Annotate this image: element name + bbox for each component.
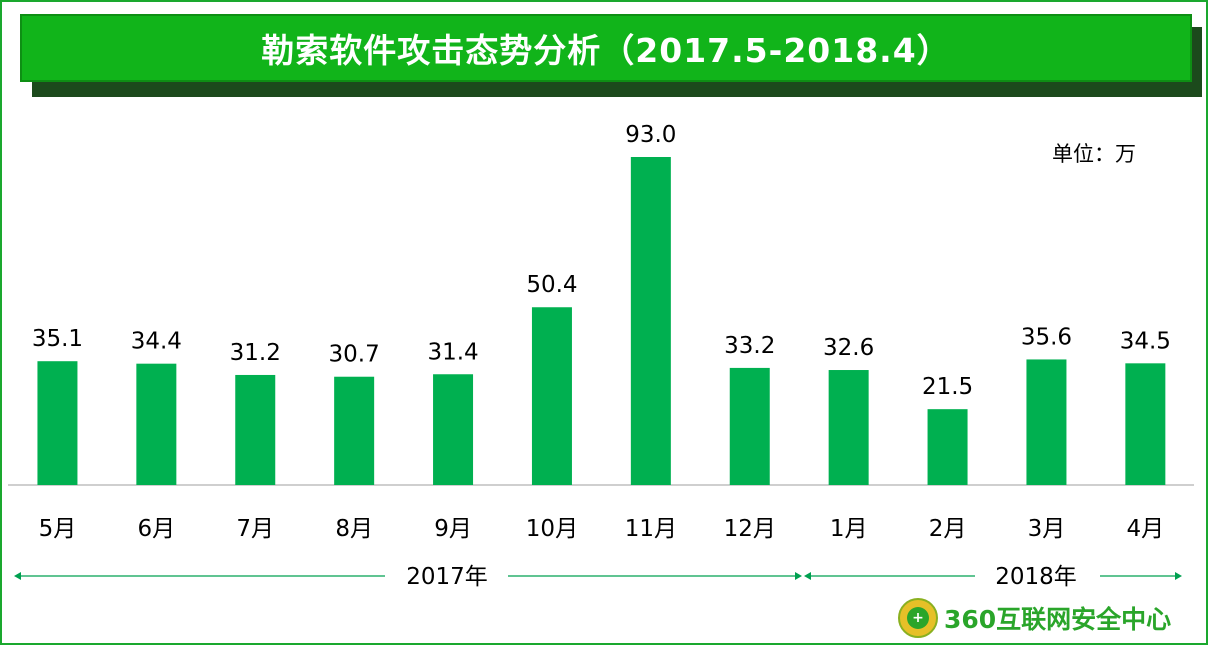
x-tick-label-1: 5月	[39, 516, 77, 542]
year-2017-arrowhead-left-icon	[14, 572, 21, 580]
data-label-1: 35.1	[32, 326, 83, 352]
data-label-7: 93.0	[625, 122, 676, 148]
year-2018-arrowhead-left-icon	[804, 572, 811, 580]
logo-emblem-icon: +	[898, 598, 938, 638]
x-tick-label-5: 9月	[434, 516, 472, 542]
bar-5	[433, 374, 474, 485]
x-tick-label-12: 4月	[1127, 516, 1165, 542]
x-tick-label-4: 8月	[335, 516, 373, 542]
x-tick-label-11: 3月	[1028, 516, 1066, 542]
data-label-3: 31.2	[230, 340, 281, 366]
x-tick-label-2: 6月	[138, 516, 176, 542]
bar-11	[1026, 359, 1067, 485]
year-label-2018: 2018年	[995, 564, 1077, 590]
bar-10	[927, 409, 968, 485]
x-tick-label-3: 7月	[236, 516, 274, 542]
x-tick-label-6: 10月	[526, 516, 578, 542]
bar-4	[334, 376, 375, 485]
bar-9	[828, 370, 869, 485]
bar-8	[729, 367, 770, 485]
year-2018-arrowhead-right-icon	[1175, 572, 1182, 580]
data-label-2: 34.4	[131, 329, 182, 355]
bar-3	[235, 374, 276, 485]
unit-label: 单位：万	[1052, 142, 1136, 166]
bar-1	[37, 361, 78, 485]
year-2017-arrowhead-right-icon	[795, 572, 802, 580]
logo-text: 360互联网安全中心	[944, 605, 1172, 634]
data-label-8: 33.2	[724, 333, 775, 359]
data-label-4: 30.7	[329, 342, 380, 368]
data-label-9: 32.6	[823, 335, 874, 361]
bar-7	[630, 157, 671, 485]
bar-2	[136, 363, 177, 485]
bar-12	[1125, 363, 1166, 485]
data-label-6: 50.4	[526, 272, 577, 298]
logo-cross-icon: +	[907, 607, 929, 629]
x-tick-label-10: 2月	[929, 516, 967, 542]
data-label-12: 34.5	[1120, 328, 1171, 354]
x-tick-label-8: 12月	[724, 516, 776, 542]
brand-logo: + 360互联网安全中心	[898, 598, 1171, 638]
title-banner: 勒索软件攻击态势分析（2017.5-2018.4）	[20, 14, 1192, 82]
chart-title: 勒索软件攻击态势分析（2017.5-2018.4）	[261, 31, 951, 70]
data-label-11: 35.6	[1021, 324, 1072, 350]
year-label-2017: 2017年	[406, 564, 488, 590]
x-tick-label-7: 11月	[625, 516, 677, 542]
data-label-10: 21.5	[922, 374, 973, 400]
bar-6	[531, 307, 572, 485]
data-label-5: 31.4	[427, 339, 478, 365]
x-tick-label-9: 1月	[830, 516, 868, 542]
